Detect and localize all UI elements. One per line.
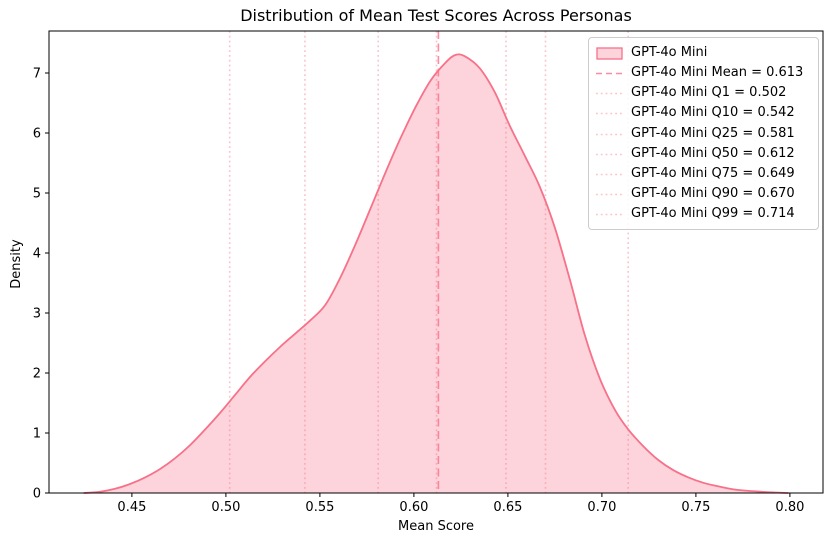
legend-entry-label: GPT-4o Mini Mean = 0.613: [631, 65, 804, 81]
legend-box: GPT-4o Mini GPT-4o Mini Mean = 0.613 GPT-4…: [588, 37, 819, 230]
legend-entry: GPT-4o Mini Mean = 0.613: [596, 63, 811, 83]
x-tick-label: 0.75: [681, 500, 710, 515]
legend-entry: GPT-4o Mini Q25 = 0.581: [596, 124, 811, 144]
legend-entry: GPT-4o Mini Q75 = 0.649: [596, 164, 811, 184]
y-tick-label: 1: [33, 427, 41, 442]
x-axis-label: Mean Score: [398, 519, 474, 534]
x-tick-label: 0.55: [305, 500, 334, 515]
y-tick-label: 6: [33, 127, 41, 142]
legend-entry-label: GPT-4o Mini Q90 = 0.670: [631, 185, 795, 201]
legend-dotted-line-swatch: [596, 153, 623, 155]
x-tick-label: 0.45: [117, 500, 146, 515]
plot-layers: 0.45 0.50 0.55 0.60 0.65 0.70 0.75 0.80 0 1 2 3 4 5 6 7: [33, 30, 824, 515]
kde-curve: [83, 53, 789, 494]
legend-entry-label: GPT-4o Mini Q1 = 0.502: [631, 85, 787, 101]
legend-entry: GPT-4o Mini Q99 = 0.714: [596, 204, 811, 224]
legend-entry-label: GPT-4o Mini Q75 = 0.649: [631, 165, 795, 181]
axes-spines: [48, 30, 824, 494]
legend-dotted-line-swatch: [596, 113, 623, 115]
x-tick-label: 0.60: [399, 500, 428, 515]
legend-entry-label: GPT-4o Mini Q50 = 0.612: [631, 145, 795, 161]
legend-entry: GPT-4o Mini: [596, 43, 811, 63]
y-tick-label: 4: [33, 247, 41, 262]
legend-dotted-line-swatch: [596, 173, 623, 176]
y-tick-label: 0: [33, 487, 41, 502]
legend-entry-label: GPT-4o Mini Q10 = 0.542: [631, 105, 795, 121]
legend-entry: GPT-4o Mini Q50 = 0.612: [596, 144, 811, 164]
legend-dotted-line-swatch: [596, 213, 623, 216]
legend-dotted-line-swatch: [596, 193, 623, 196]
legend-entry-label: GPT-4o Mini Q25 = 0.581: [631, 125, 795, 141]
legend-entry-label: GPT-4o Mini Q99 = 0.714: [631, 206, 795, 221]
legend-entry: GPT-4o Mini Q1 = 0.502: [596, 83, 811, 103]
legend-dotted-line-swatch: [596, 92, 623, 95]
y-tick-label: 7: [33, 67, 41, 82]
legend-entry-label: GPT-4o Mini: [631, 45, 708, 60]
x-tick-label: 0.70: [587, 500, 616, 515]
kde-fill: [84, 54, 788, 494]
legend-dotted-line-swatch: [596, 133, 623, 135]
y-tick-label: 3: [33, 307, 41, 322]
x-tick-label: 0.80: [775, 500, 804, 515]
chart-title: Distribution of Mean Test Scores Across …: [240, 6, 632, 25]
legend-entry: GPT-4o Mini Q10 = 0.542: [596, 103, 811, 123]
y-tick-label: 5: [33, 187, 41, 202]
x-tick-label: 0.50: [211, 500, 240, 515]
y-axis-label: Density: [9, 239, 24, 289]
legend-dashed-line-swatch: [596, 72, 623, 75]
legend-patch-swatch: [596, 47, 623, 60]
x-tick-label: 0.65: [493, 500, 522, 515]
legend-entry: GPT-4o Mini Q90 = 0.670: [596, 184, 811, 204]
y-tick-label: 2: [33, 367, 41, 382]
